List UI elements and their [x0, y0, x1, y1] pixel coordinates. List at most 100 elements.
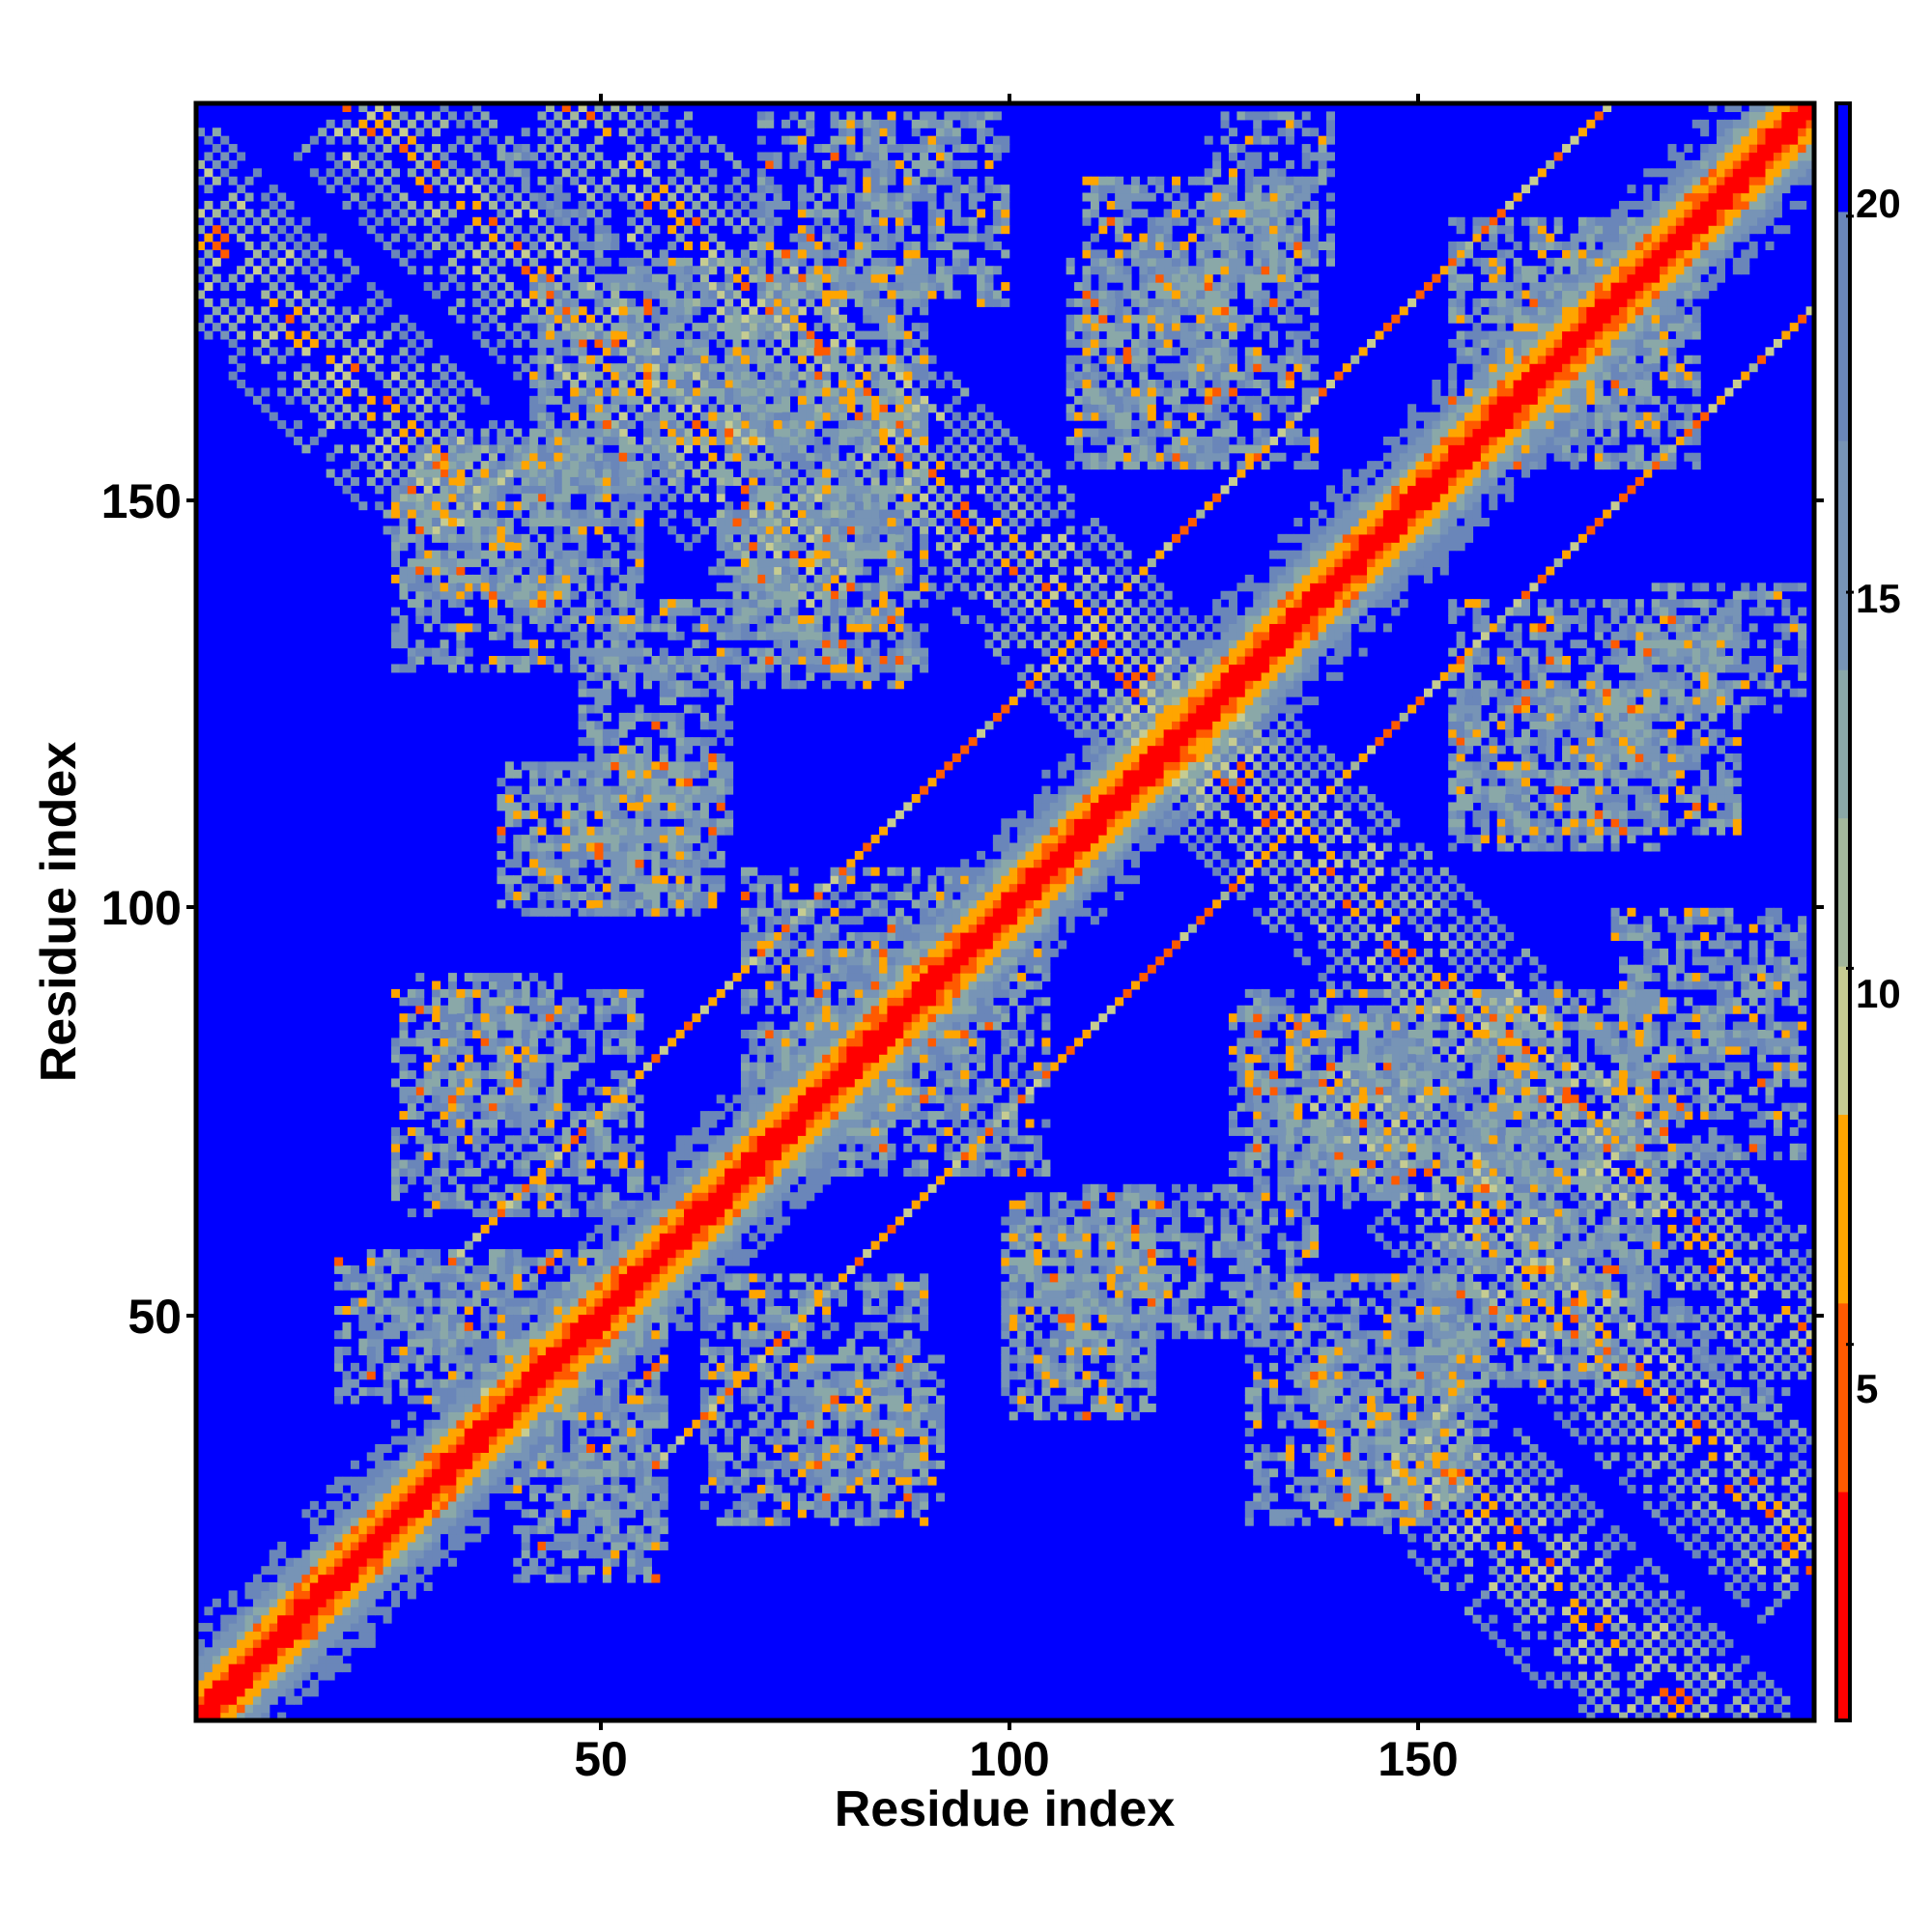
heatmap-cell [1098, 769, 1108, 779]
heatmap-cell [1285, 664, 1294, 673]
heatmap-cell [1293, 850, 1303, 860]
heatmap-cell [1139, 778, 1149, 787]
heatmap-cell [1269, 639, 1279, 649]
heatmap-cell [920, 493, 929, 502]
heatmap-cell [911, 1021, 921, 1031]
heatmap-cell [1464, 355, 1474, 364]
heatmap-cell [635, 1257, 644, 1266]
heatmap-cell [1358, 835, 1368, 844]
heatmap-cell [1577, 298, 1587, 307]
heatmap-cell [740, 1216, 750, 1226]
heatmap-cell [277, 1623, 287, 1633]
heatmap-cell [740, 1167, 750, 1177]
heatmap-cell [326, 1581, 335, 1591]
heatmap-cell [813, 1086, 823, 1095]
heatmap-cell [1456, 412, 1465, 421]
heatmap-cell [1277, 802, 1287, 811]
heatmap-cell [1301, 533, 1311, 543]
heatmap-cell [1367, 875, 1377, 885]
heatmap-cell [635, 1347, 644, 1356]
heatmap-cell [1667, 257, 1677, 267]
heatmap-cell [1172, 712, 1181, 722]
heatmap-cell [838, 1078, 847, 1088]
heatmap-cell [1741, 371, 1750, 381]
heatmap-cell [659, 1233, 668, 1242]
heatmap-cell [1748, 242, 1758, 251]
heatmap-cell [960, 916, 970, 925]
heatmap-cell [432, 1378, 441, 1388]
heatmap-cell [642, 1330, 652, 1340]
heatmap-cell [1310, 818, 1320, 828]
heatmap-cell [1187, 753, 1197, 762]
heatmap-cell [724, 1249, 734, 1259]
heatmap-cell [480, 1452, 490, 1462]
heatmap-cell [1805, 119, 1815, 128]
heatmap-cell [1382, 469, 1392, 478]
heatmap-cell [1204, 737, 1213, 747]
heatmap-cell [1781, 159, 1791, 169]
heatmap-cell [1163, 664, 1173, 673]
heatmap-cell [1570, 380, 1579, 389]
heatmap-cell [1334, 501, 1344, 511]
heatmap-cell [285, 1598, 295, 1607]
heatmap-cell [1033, 867, 1042, 876]
heatmap-cell [1325, 526, 1335, 535]
heatmap-cell [1204, 728, 1213, 738]
heatmap-cell [1399, 526, 1408, 535]
heatmap-cell [716, 1143, 725, 1152]
heatmap-cell [781, 1192, 791, 1202]
heatmap-cell [334, 1614, 344, 1624]
heatmap-cell [480, 1485, 490, 1494]
heatmap-cell [252, 1574, 262, 1583]
heatmap-cell [252, 1655, 262, 1664]
heatmap-cell [1041, 891, 1051, 900]
heatmap-cell [1407, 850, 1417, 860]
heatmap-cell [1618, 330, 1629, 340]
heatmap-cell [244, 1704, 254, 1714]
heatmap-cell [1058, 842, 1067, 852]
heatmap-cell [984, 964, 994, 974]
heatmap-cell [1350, 518, 1360, 527]
heatmap-cell [334, 1581, 344, 1591]
heatmap-cell [294, 1638, 303, 1648]
heatmap-cell [1301, 810, 1311, 819]
heatmap-cell [1789, 128, 1799, 137]
heatmap-cell [1350, 1005, 1360, 1014]
heatmap-cell [383, 1533, 392, 1543]
heatmap-cell [423, 1468, 433, 1478]
heatmap-cell [1789, 323, 1799, 332]
heatmap-cell [1367, 518, 1377, 527]
heatmap-cell [1675, 290, 1685, 299]
heatmap-cell [220, 1663, 230, 1673]
heatmap-cell [472, 1485, 482, 1494]
heatmap-cell [554, 1387, 563, 1397]
heatmap-cell [1001, 940, 1010, 950]
heatmap-cell [789, 1021, 799, 1031]
heatmap-cell [1318, 550, 1327, 559]
heatmap-cell [1017, 574, 1027, 583]
heatmap-cell [1163, 785, 1173, 795]
heatmap-cell [1155, 614, 1165, 624]
heatmap-cell [1513, 444, 1522, 454]
heatmap-cell [806, 1062, 815, 1071]
heatmap-cell [1439, 671, 1449, 681]
heatmap-cell [1122, 631, 1132, 640]
heatmap-cell [1106, 566, 1116, 576]
heatmap-cell [472, 1338, 482, 1348]
heatmap-cell [1350, 794, 1360, 804]
heatmap-cell [1610, 266, 1620, 275]
heatmap-cell [879, 1054, 889, 1064]
heatmap-cell [204, 1695, 213, 1705]
heatmap-cell [1090, 599, 1099, 609]
heatmap-cell [309, 1663, 319, 1673]
heatmap-cell [1691, 168, 1701, 178]
heatmap-cell [1253, 623, 1263, 633]
heatmap-cell [813, 1021, 823, 1031]
heatmap-cell [1325, 550, 1335, 559]
heatmap-cell [1269, 688, 1279, 697]
heatmap-cell [1700, 290, 1710, 299]
heatmap-cell [1017, 444, 1027, 454]
heatmap-cell [1610, 363, 1620, 373]
heatmap-cell [1675, 209, 1685, 218]
heatmap-cell [887, 1094, 896, 1104]
